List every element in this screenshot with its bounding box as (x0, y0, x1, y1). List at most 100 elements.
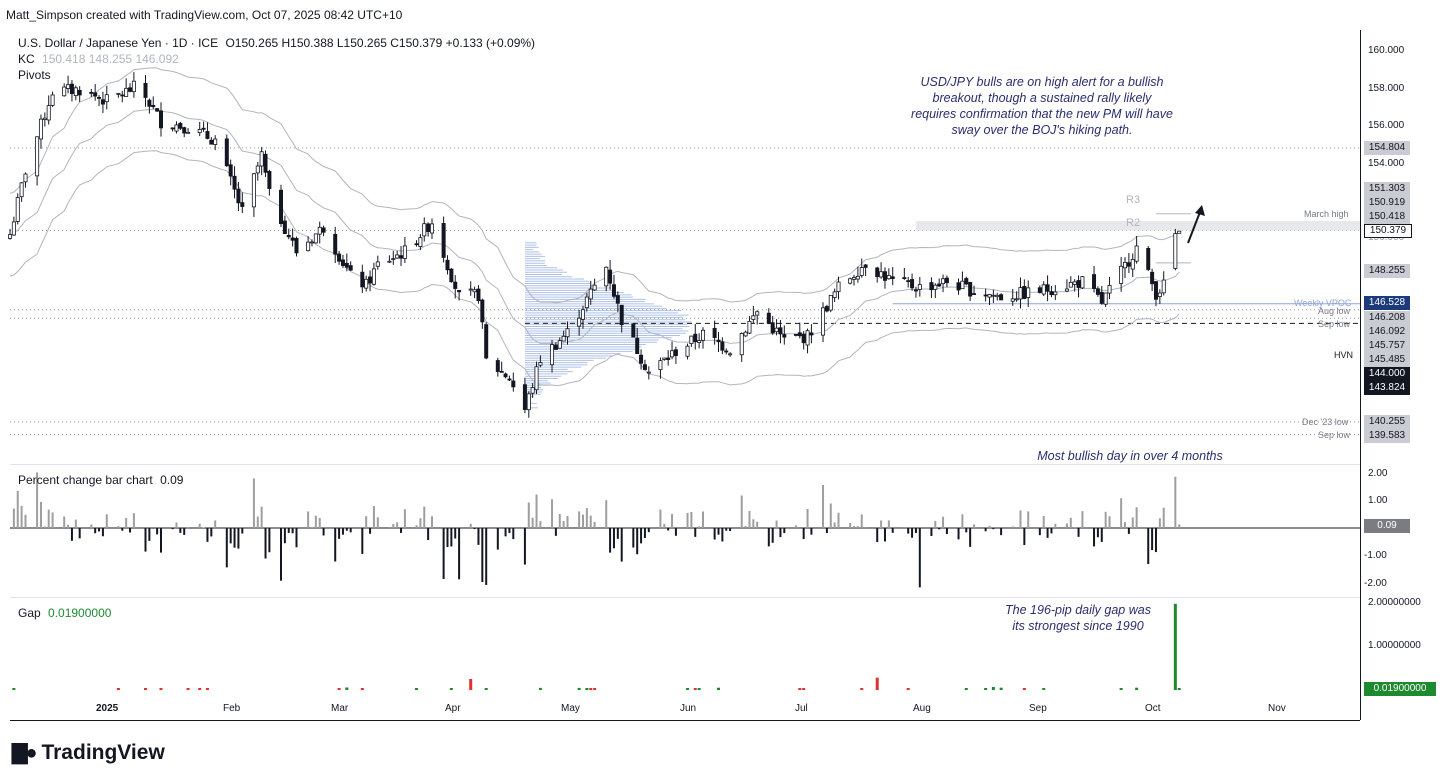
candle-body (104, 94, 109, 103)
symbol-title: U.S. Dollar / Japanese Yen · 1D · ICE (18, 36, 219, 50)
price-tag: 139.583 (1364, 429, 1410, 443)
price-axis-border (1360, 30, 1361, 720)
candle-body (697, 340, 702, 343)
pct-tick: -1.00 (1364, 550, 1387, 561)
candle-body (944, 277, 949, 284)
candle-body (213, 138, 218, 145)
candle-body (1103, 292, 1108, 305)
candle-body (375, 261, 380, 267)
candle-body (530, 387, 535, 394)
candles (7, 72, 1182, 418)
candle-body (294, 238, 299, 254)
candle-body (128, 87, 133, 92)
pct-pane-title: Percent change bar chart (18, 473, 153, 487)
gap-tick: 1.00000000 (1368, 640, 1421, 651)
candle-body (689, 335, 694, 345)
price-tag: 144.000 (1364, 367, 1410, 381)
candle-body (1126, 262, 1131, 267)
candle-body (97, 96, 102, 99)
gap-bar (577, 687, 581, 690)
candle-body (418, 237, 423, 247)
candle-body (453, 281, 458, 289)
gap-pane-legend[interactable]: Gap 0.01900000 (18, 606, 111, 620)
pct-pane-value: 0.09 (160, 473, 184, 487)
candle-body (158, 110, 163, 129)
price-tick: 154.000 (1368, 158, 1405, 169)
gap-pane-title: Gap (18, 606, 41, 620)
candle-body (236, 188, 241, 204)
gap-bar (1022, 688, 1026, 690)
kc-legend[interactable]: KC 150.418 148.255 146.092 (18, 52, 179, 66)
candle-body (251, 173, 256, 208)
gap-bar (1135, 687, 1139, 690)
pct-tick: -2.00 (1364, 578, 1387, 589)
candle-body (77, 89, 82, 96)
bullish-day-annotation: Most bullish day in over 4 months (1037, 449, 1223, 463)
gap-bar (337, 688, 341, 690)
candle-body (917, 284, 922, 290)
annotation-line: breakout, though a sustained rally likel… (932, 91, 1152, 105)
candle-body (913, 289, 918, 292)
chart-annotations (1187, 205, 1205, 244)
candle-body (832, 291, 837, 298)
price-tag: 146.208 (1364, 311, 1410, 325)
gap-bar (116, 688, 120, 690)
candle-body (1150, 271, 1155, 285)
candle-body (306, 241, 311, 252)
annotation-line: requires confirmation that the new PM wi… (911, 107, 1173, 121)
candle-body (685, 345, 690, 357)
candle-body (1080, 276, 1085, 289)
r3-label: R3 (1126, 194, 1141, 206)
tradingview-logo[interactable]: ▇● TradingView (12, 740, 165, 765)
candle-body (937, 283, 942, 287)
annotation-line: USD/JPY bulls are on high alert for a bu… (920, 75, 1164, 89)
candle-body (143, 82, 148, 98)
gap-bar (697, 688, 701, 690)
candle-body (646, 371, 651, 374)
sep-low-label: Sep low (1318, 319, 1351, 329)
gap-bar (875, 677, 879, 690)
gap-bar (12, 688, 16, 690)
candle-body (712, 327, 717, 338)
candle-body (1107, 285, 1112, 294)
gap-bar (469, 679, 473, 690)
pct-pane-legend[interactable]: Percent change bar chart 0.09 (18, 473, 183, 487)
sep-low-label-2: Sep low (1318, 430, 1351, 440)
candle-body (534, 366, 539, 391)
aug-low-label: Aug low (1318, 306, 1351, 316)
candle-body (414, 243, 419, 246)
candle-body (391, 258, 396, 261)
candle-body (1072, 281, 1077, 285)
candle-body (399, 255, 404, 259)
candle-body (457, 290, 462, 293)
candle-body (863, 264, 868, 268)
candle-body (100, 99, 105, 105)
candle-body (11, 221, 16, 236)
candle-body (929, 282, 934, 291)
candle-body (662, 357, 667, 360)
candle-body (73, 87, 78, 97)
annotation-line: its strongest since 1990 (1012, 619, 1144, 633)
candle-body (743, 331, 748, 337)
candle-body (1064, 288, 1069, 292)
candle-body (972, 293, 977, 295)
gap-bar (345, 687, 349, 690)
gap-bar (198, 688, 202, 690)
candle-body (1095, 288, 1100, 295)
candle-body (186, 131, 191, 134)
candle-body (46, 105, 51, 121)
candle-body (828, 294, 833, 311)
pivots-legend[interactable]: Pivots (18, 68, 51, 82)
candle-body (882, 271, 887, 281)
candle-body (1068, 281, 1073, 288)
march-high-label: March high (1304, 209, 1349, 219)
candle-body (93, 92, 98, 97)
candle-body (716, 339, 721, 343)
candle-body (1134, 245, 1139, 262)
candle-body (66, 84, 71, 89)
candle-body (824, 306, 829, 312)
candle-body (848, 278, 853, 284)
candle-body (333, 233, 338, 255)
symbol-legend[interactable]: U.S. Dollar / Japanese Yen · 1D · ICE O1… (18, 36, 535, 50)
